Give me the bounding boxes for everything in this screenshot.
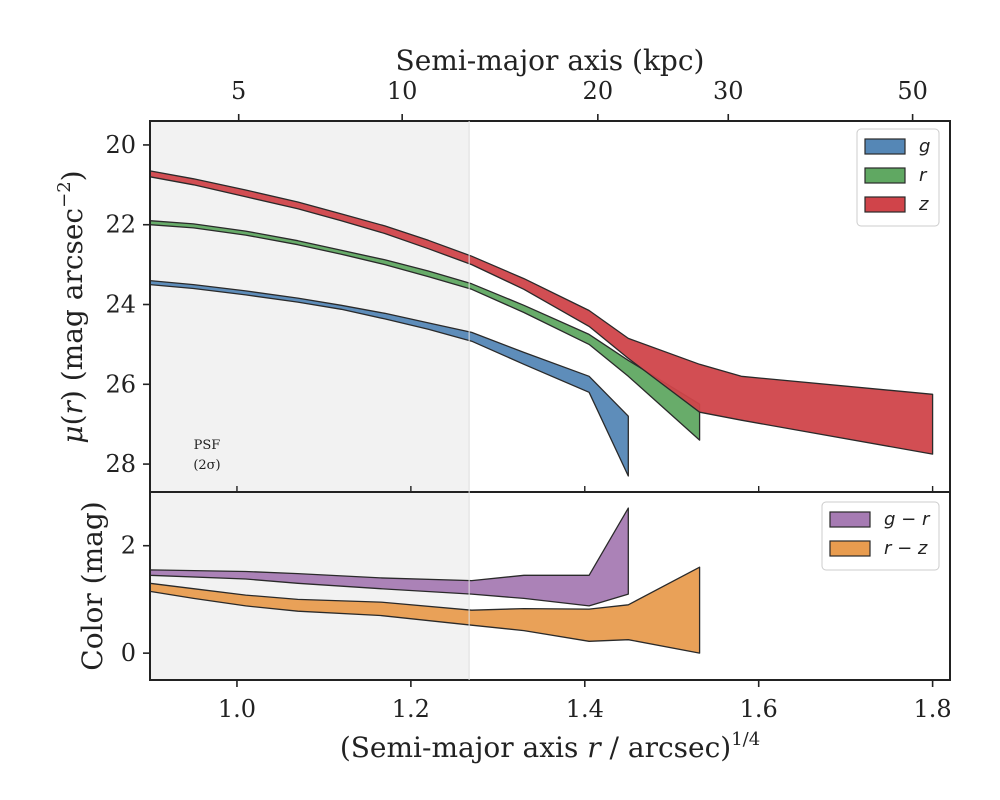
kpc-tick-label: 5 (231, 77, 246, 105)
color-panel: 02 1.0 1.2 1.4 1.6 1.8 g − rr − z Color (mag… (76, 491, 952, 764)
color-y-ticks: 02 (121, 532, 150, 667)
y-tick-label: 24 (105, 291, 136, 319)
psf-label-line2: (2σ) (193, 458, 220, 473)
band-g (149, 279, 629, 477)
bottom-panel-frame (149, 491, 951, 681)
x-tick-label: 1.6 (740, 695, 778, 723)
band-r-minus-z (149, 566, 701, 654)
color-legend-swatch (829, 511, 871, 528)
x-tick-label: 1.8 (914, 695, 952, 723)
psf-shaded-region (150, 121, 470, 492)
kpc-tick-label: 20 (583, 77, 614, 105)
band-r (149, 220, 701, 441)
top-legend-swatch (864, 138, 906, 155)
surface-brightness-panel: 20 22 24 26 28 5 10 20 30 50 PSF (2σ) grz Semi-m… (54, 44, 951, 493)
top-legend-swatch (864, 196, 906, 213)
y-tick-label: 22 (105, 211, 136, 239)
top-legend-label: z (918, 194, 929, 215)
surface-brightness-series (149, 170, 934, 477)
kpc-ticks: 5 10 20 30 50 (231, 77, 928, 121)
x-tick-label: 1.2 (392, 695, 430, 723)
top-legend-label: g (919, 136, 930, 157)
color-legend-swatch (829, 540, 871, 557)
top-x-axis-label: Semi-major axis (kpc) (396, 44, 705, 77)
top-legend: grz (856, 128, 940, 227)
top-y-ticks: 20 22 24 26 28 (105, 131, 150, 478)
x-ticks: 1.0 1.2 1.4 1.6 1.8 (218, 680, 952, 723)
x-axis-label: (Semi-major axis r / arcsec)1/4 (340, 729, 760, 764)
color-y-tick-label: 0 (121, 639, 136, 667)
band-g-minus-r (149, 507, 629, 607)
kpc-tick-label: 30 (713, 77, 744, 105)
color-legend-label: r − z (884, 538, 928, 559)
color-legend: g − r r − z (821, 501, 940, 571)
y-tick-label: 26 (105, 370, 136, 398)
top-legend-label: r (919, 165, 928, 186)
psf-label-line1: PSF (194, 438, 221, 453)
color-y-axis-label: Color (mag) (76, 501, 109, 670)
kpc-tick-label: 50 (897, 77, 928, 105)
y-tick-label: 20 (105, 131, 136, 159)
x-tick-label: 1.0 (218, 695, 256, 723)
color-y-tick-label: 2 (121, 532, 136, 560)
x-tick-label: 1.4 (566, 695, 604, 723)
band-z (149, 170, 934, 455)
top-legend-swatch (864, 167, 906, 184)
color-series (149, 507, 701, 654)
y-tick-label: 28 (105, 450, 136, 478)
kpc-tick-label: 10 (387, 77, 418, 105)
color-legend-label: g − r (884, 509, 931, 530)
top-y-axis-label: μ(r) (mag arcsec−2) (54, 170, 89, 443)
